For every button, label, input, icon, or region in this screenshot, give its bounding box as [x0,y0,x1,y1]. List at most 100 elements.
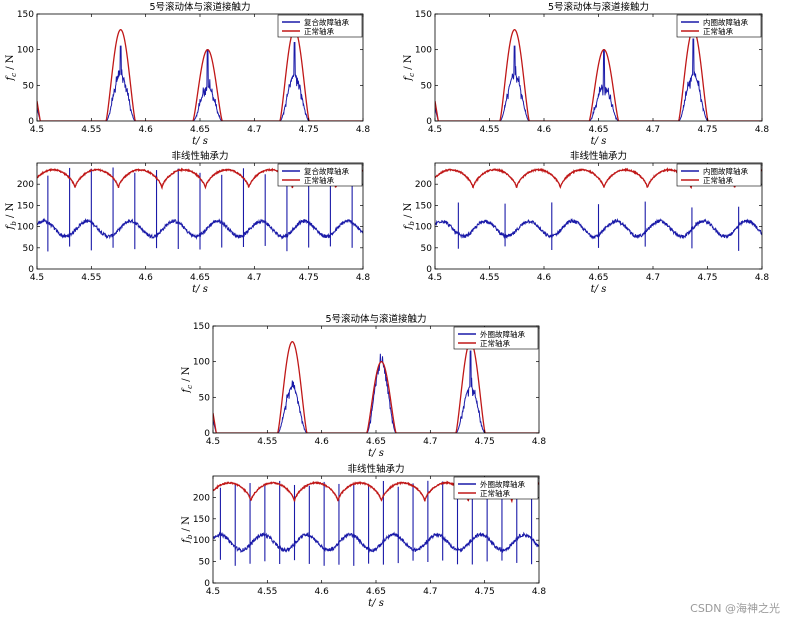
x-tick-label: 4.75 [697,273,717,283]
x-tick-label: 4.65 [190,125,210,135]
y-tick-label: 200 [17,180,34,190]
legend-label: 外圈故障轴承 [480,479,525,489]
x-tick-label: 4.5 [206,437,220,447]
y-tick-label: 150 [17,10,34,20]
series-normal [213,341,539,433]
y-tick-label: 50 [199,393,211,403]
chart-title: 非线性轴承力 [171,150,228,162]
series-fault [213,350,539,433]
y-tick-label: 150 [415,201,432,211]
y-tick-label: 150 [193,515,210,525]
x-tick-label: 4.7 [247,273,261,283]
x-tick-label: 4.75 [299,125,319,135]
x-tick-label: 4.5 [428,125,442,135]
y-tick-label: 100 [415,223,432,233]
x-tick-label: 4.7 [423,587,437,597]
chart-bl-contact: 5号滚动体与滚道接触力 4.5 4.55 4.6 4.65 4.7 4.75 4.8 0 50 10… [181,313,546,459]
x-tick-label: 4.75 [475,587,495,597]
x-tick-label: 4.55 [257,437,277,447]
x-tick-label: 4.75 [299,273,319,283]
series-normal [435,29,762,121]
x-tick-label: 4.55 [479,125,499,135]
x-tick-label: 4.55 [479,273,499,283]
x-tick-label: 4.55 [81,273,101,283]
x-tick-label: 4.65 [588,273,608,283]
x-tick-label: 4.55 [257,587,277,597]
chart-tr-contact: 5号滚动体与滚道接触力 4.5 4.55 4.6 4.65 4.7 4.75 4.8 0 50 10… [403,1,769,147]
x-tick-label: 4.75 [697,125,717,135]
x-tick-label: 4.6 [537,273,552,283]
x-tick-label: 4.5 [30,125,44,135]
series-fault [37,42,363,121]
x-tick-label: 4.8 [755,125,770,135]
x-tick-label: 4.5 [206,587,220,597]
y-tick-label: 0 [204,579,210,589]
legend-label: 正常轴承 [480,338,510,348]
y-tick-label: 0 [426,265,432,275]
x-tick-label: 4.6 [537,125,552,135]
plot-area [37,167,363,252]
series-normal [37,29,363,121]
y-tick-label: 100 [17,223,34,233]
legend-label: 内圈故障轴承 [703,166,748,176]
y-tick-label: 200 [193,493,210,503]
x-tick-label: 4.7 [646,125,660,135]
y-tick-label: 0 [28,265,34,275]
y-tick-label: 150 [193,322,210,332]
x-tick-label: 4.8 [356,273,371,283]
x-tick-label: 4.7 [646,273,660,283]
y-tick-label: 50 [421,81,433,91]
plot-area [435,29,762,121]
x-tick-label: 4.65 [366,437,386,447]
legend-label: 内圈故障轴承 [703,17,748,27]
chart-title: 5号滚动体与滚道接触力 [325,313,426,325]
legend-label: 复合故障轴承 [304,17,349,27]
chart-title: 非线性轴承力 [570,150,627,162]
x-axis-label: t/ s [192,284,208,295]
chart-title: 非线性轴承力 [347,463,404,475]
x-axis-label: t/ s [591,284,607,295]
x-tick-label: 4.6 [139,273,154,283]
series-fault [213,531,539,554]
x-tick-label: 4.65 [588,125,608,135]
x-tick-label: 4.65 [190,273,210,283]
x-axis-label: t/ s [368,598,384,609]
y-tick-label: 0 [204,429,210,439]
y-axis-label: fc / N [403,54,416,81]
y-tick-label: 50 [23,244,35,254]
chart-tl-contact: 5号滚动体与滚道接触力 4.5 4.55 4.6 4.65 4.7 4.75 4.8 0 50 10… [5,1,370,147]
y-axis-label: fc / N [5,54,18,81]
chart-mr-bearing: 非线性轴承力 4.5 4.55 4.6 4.65 4.7 4.75 4.8 0 50 100 150 2… [403,150,769,295]
legend-label: 正常轴承 [304,26,334,36]
plot-area [213,341,539,433]
x-tick-label: 4.6 [139,125,154,135]
y-tick-label: 150 [415,10,432,20]
x-axis-label: t/ s [368,448,384,459]
x-axis-label: t/ s [192,136,208,147]
y-tick-label: 100 [17,46,34,56]
legend-label: 外圈故障轴承 [480,329,525,339]
x-tick-label: 4.5 [428,273,442,283]
y-tick-label: 100 [193,358,210,368]
x-axis-label: t/ s [591,136,607,147]
chart-title: 5号滚动体与滚道接触力 [548,1,649,13]
y-axis-label: fb / N [403,202,416,230]
series-fault [435,38,762,121]
chart-bb-bearing: 非线性轴承力 4.5 4.55 4.6 4.65 4.7 4.75 4.8 0 50 100 150 2… [181,463,546,609]
x-tick-label: 4.8 [532,437,547,447]
x-tick-label: 4.8 [755,273,770,283]
y-tick-label: 100 [415,46,432,56]
y-tick-label: 100 [193,536,210,546]
y-tick-label: 50 [199,558,211,568]
legend-label: 正常轴承 [304,175,334,185]
y-tick-label: 0 [28,117,34,127]
x-tick-label: 4.8 [532,587,547,597]
y-axis-label: fb / N [181,516,194,544]
x-tick-label: 4.8 [356,125,371,135]
